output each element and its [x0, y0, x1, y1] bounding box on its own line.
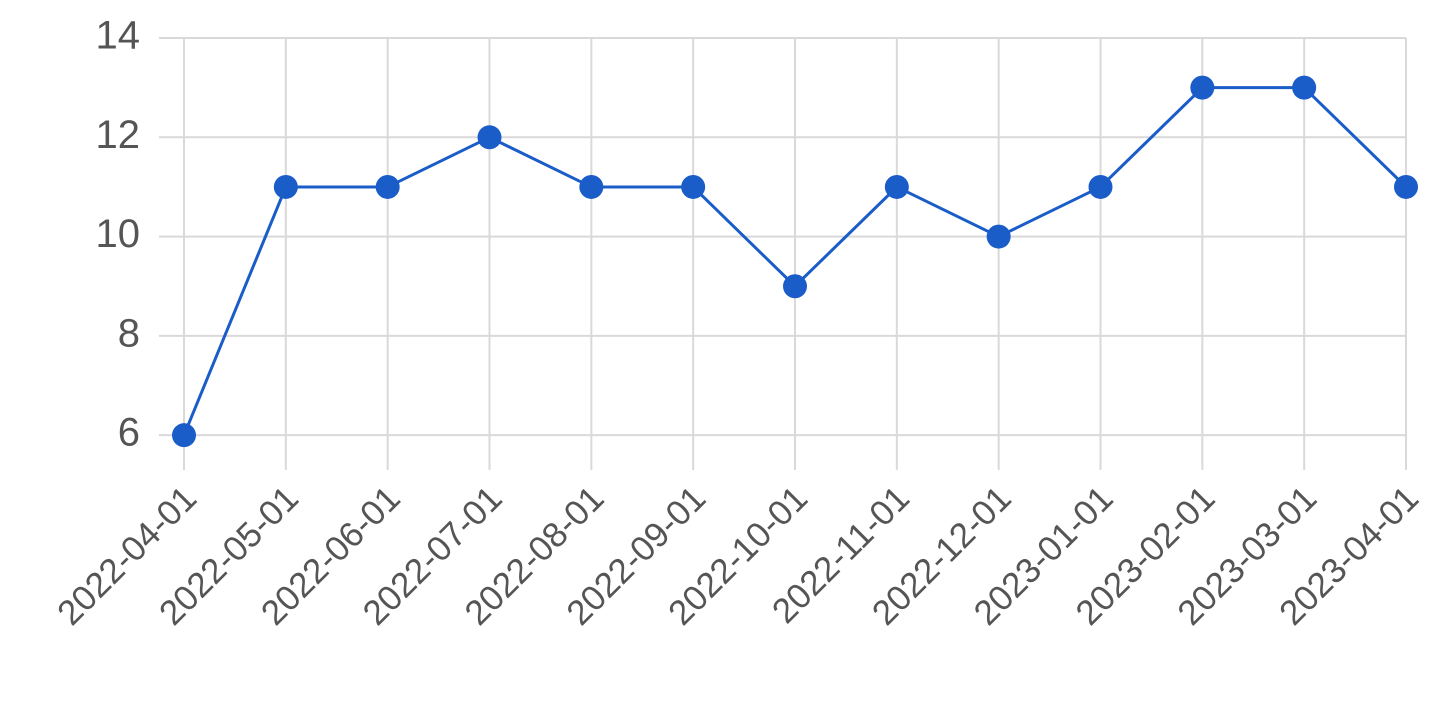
data-point-10[interactable]: [1190, 75, 1215, 100]
data-point-9[interactable]: [1088, 174, 1113, 199]
y-tick-label-8: 8: [118, 311, 140, 355]
data-point-3[interactable]: [477, 125, 502, 150]
data-point-4[interactable]: [579, 174, 604, 199]
data-point-11[interactable]: [1292, 75, 1317, 100]
y-tick-label-10: 10: [96, 212, 141, 256]
x-axis-tick-labels: 2022-04-012022-05-012022-06-012022-07-01…: [50, 479, 1426, 633]
data-point-8[interactable]: [986, 224, 1011, 249]
y-tick-label-12: 12: [96, 113, 141, 157]
y-tick-label-6: 6: [118, 411, 140, 455]
y-tick-label-14: 14: [96, 14, 141, 58]
data-point-1[interactable]: [273, 174, 298, 199]
grid: [159, 37, 1407, 470]
data-point-5[interactable]: [681, 174, 706, 199]
data-point-12[interactable]: [1394, 174, 1418, 199]
data-point-2[interactable]: [375, 174, 400, 199]
data-point-6[interactable]: [783, 274, 807, 299]
y-axis-tick-labels: 6 8 10 12 14: [96, 14, 141, 455]
data-point-0[interactable]: [172, 423, 196, 448]
data-point-7[interactable]: [884, 174, 909, 199]
series-layer: [172, 75, 1418, 448]
